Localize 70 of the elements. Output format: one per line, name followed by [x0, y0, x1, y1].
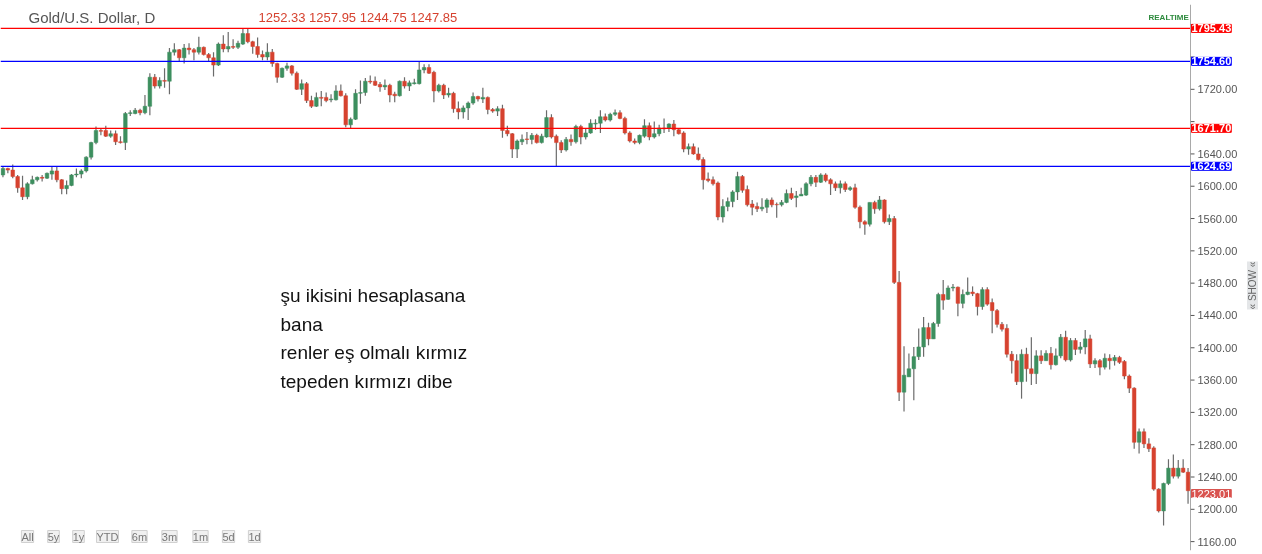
annotation: şu ikisini hesaplasana bana renler eş olmalı kırmız tepeden kırmızı dibe	[280, 285, 468, 392]
candlestick	[1137, 427, 1142, 455]
candlestick	[231, 38, 236, 50]
candlestick	[519, 133, 525, 146]
candlestick	[1039, 349, 1044, 365]
candlestick	[182, 43, 187, 65]
annotation: 3m	[161, 530, 178, 543]
candlestick	[377, 81, 383, 93]
y-tick-label: 1200.00	[1197, 503, 1238, 516]
candlestick	[1063, 330, 1068, 363]
ref-line-label: 1795.43	[1191, 22, 1232, 35]
y-tick-label: 1480.00	[1197, 277, 1238, 290]
candlestick	[191, 47, 196, 61]
y-tick-label: 1720.00	[1197, 83, 1238, 96]
candlestick	[941, 279, 946, 311]
y-tick-label: 1440.00	[1197, 309, 1238, 322]
candlestick	[926, 322, 931, 346]
annotation: 5y	[47, 530, 60, 543]
candlestick	[901, 345, 907, 413]
candlestick	[1068, 337, 1073, 363]
annotation: 6m	[131, 530, 148, 543]
y-tick-label: 1240.00	[1197, 471, 1238, 483]
candlestick	[1185, 467, 1190, 505]
candlestick	[431, 70, 436, 103]
candlestick	[759, 197, 765, 212]
text: 1223.01	[1191, 487, 1232, 500]
y-tick-label: 1400.00	[1197, 341, 1238, 354]
y-tick-label: 1600.00	[1197, 180, 1238, 193]
candlestick	[882, 198, 887, 224]
annotation: 1252.33 1257.95 1244.75 1247.85	[258, 10, 458, 25]
y-tick-label: 1280.00	[1197, 438, 1238, 451]
candlestick	[1176, 459, 1181, 480]
annotation: 5d	[222, 530, 235, 543]
candlestick	[524, 131, 529, 145]
candlestick	[49, 165, 54, 181]
candlestick	[216, 41, 221, 67]
y-tick-label: 1640.00	[1197, 147, 1238, 160]
y-tick-label: 1320.00	[1197, 406, 1238, 419]
candlestick	[573, 124, 578, 145]
annotation: 1y	[72, 530, 85, 543]
candlestick	[382, 79, 387, 91]
annotation: All	[21, 530, 34, 543]
annotation: 1d	[248, 530, 261, 543]
ref-line-label: 1671.70	[1191, 122, 1232, 135]
annotation: YTD	[96, 530, 119, 543]
candlestick	[1034, 349, 1039, 385]
annotation: REALTIME	[1148, 13, 1190, 22]
y-tick-label: 1360.00	[1197, 374, 1238, 387]
candlestick	[867, 201, 872, 228]
candlestick	[40, 174, 45, 182]
candlestick	[186, 42, 192, 56]
y-tick-label: 1560.00	[1197, 212, 1238, 225]
candlestick	[1171, 453, 1176, 480]
chart-title: Gold/U.S. Dollar, D	[28, 9, 156, 26]
ref-line-label: 1624.69	[1191, 160, 1232, 173]
ref-line-label: 1754.60	[1191, 55, 1232, 68]
candlestick	[480, 87, 485, 104]
candlestick	[1141, 427, 1147, 449]
y-tick-label: 1160.00	[1197, 535, 1237, 548]
candlestick	[955, 285, 960, 317]
candlestick	[328, 93, 334, 103]
candlestick	[980, 286, 985, 311]
text: « SHOW «	[1247, 261, 1258, 310]
candlestick	[578, 124, 583, 145]
annotation: 1m	[192, 530, 209, 543]
y-tick-label: 1520.00	[1197, 244, 1238, 257]
candlestick	[162, 67, 167, 89]
candlestick	[226, 31, 231, 53]
candlestick	[1048, 346, 1053, 371]
candlestick	[568, 133, 574, 147]
